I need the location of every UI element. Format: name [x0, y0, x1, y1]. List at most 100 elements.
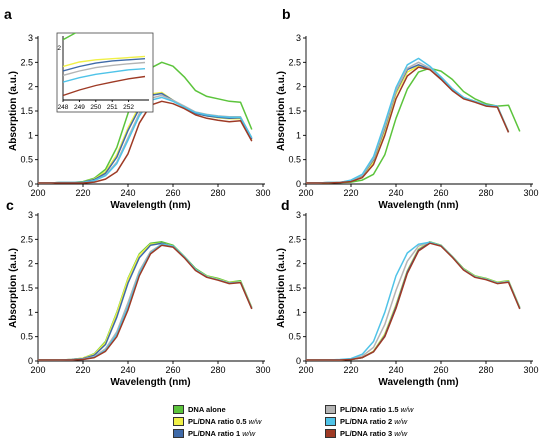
x-tick-label: 240 — [388, 365, 403, 375]
y-tick-label: 1 — [296, 307, 301, 317]
x-tick-label: 280 — [478, 365, 493, 375]
x-tick-label: 240 — [120, 188, 135, 198]
y-tick-label: 1.5 — [288, 106, 301, 116]
inset-series-line — [63, 58, 146, 72]
y-tick-label: 1 — [296, 130, 301, 140]
x-tick-label: 300 — [255, 188, 270, 198]
inset-x-tick-label: 251 — [107, 104, 118, 111]
panel-label: d — [281, 197, 290, 213]
x-tick-label: 220 — [75, 188, 90, 198]
legend-suffix: w/w — [394, 428, 408, 438]
x-tick-label: 260 — [165, 365, 180, 375]
x-tick-label: 300 — [523, 365, 538, 375]
x-tick-label: 280 — [478, 188, 493, 198]
inset-series-line — [63, 55, 146, 68]
legend-item-ratio-1: PL/DNA ratio 1 w/w — [173, 427, 255, 439]
x-tick-label: 220 — [343, 188, 358, 198]
legend-label: PL/DNA ratio 1 — [188, 428, 241, 438]
legend-label: PL/DNA ratio 2 — [340, 416, 393, 426]
y-tick-label: 0.5 — [288, 155, 301, 165]
panel-b: b 0 0.5 1 1.5 2 2.5 3 200 220 240 260 280 300 Waveleng… — [276, 6, 539, 211]
x-tick-label: 300 — [523, 188, 538, 198]
y-tick-label: 0.5 — [288, 332, 301, 342]
series-line — [38, 244, 253, 361]
inset-x-tick-label: 248 — [58, 104, 69, 111]
y-tick-label: 2.5 — [20, 234, 33, 244]
y-tick-label: 3 — [296, 210, 301, 220]
legend-label: PL/DNA ratio 1.5 — [340, 404, 399, 414]
panel-a: a 0 0.5 1 1.5 2 2.5 3 200 220 240 260 280 300 Waveleng… — [4, 6, 271, 211]
y-tick-label: 1 — [28, 130, 33, 140]
x-axis-label: Wavelength (nm) — [378, 377, 458, 388]
y-tick-label: 0 — [28, 179, 33, 189]
y-tick-label: 0 — [296, 356, 301, 366]
y-tick-label: 0.5 — [20, 155, 33, 165]
legend-swatch — [173, 404, 184, 414]
x-axis-label: Wavelength (nm) — [110, 377, 190, 388]
x-tick-label: 200 — [30, 188, 45, 198]
series-line — [306, 66, 510, 184]
inset-series-line — [63, 75, 146, 97]
x-tick-label: 260 — [433, 365, 448, 375]
x-tick-label: 260 — [433, 188, 448, 198]
inset-x-tick-label: 252 — [123, 104, 134, 111]
y-tick-label: 2 — [28, 259, 33, 269]
y-tick-label: 2 — [28, 82, 33, 92]
y-tick-label: 2.5 — [288, 57, 301, 67]
legend-swatch — [325, 404, 336, 414]
series-line — [306, 67, 521, 184]
legend-suffix: w/w — [400, 404, 414, 414]
x-tick-label: 200 — [298, 188, 313, 198]
inset-series-line — [63, 61, 146, 77]
legend-label: PL/DNA ratio 0.5 — [188, 416, 247, 426]
x-tick-label: 240 — [388, 188, 403, 198]
legend-suffix: w/w — [242, 428, 256, 438]
x-tick-label: 260 — [165, 188, 180, 198]
x-axis-label: Wavelength (nm) — [378, 200, 458, 211]
x-tick-label: 280 — [210, 365, 225, 375]
legend-item-ratio-2: PL/DNA ratio 2 w/w — [325, 415, 407, 427]
series-line — [306, 65, 510, 184]
y-tick-label: 0 — [296, 179, 301, 189]
y-tick-label: 2 — [296, 259, 301, 269]
y-axis-label: Absorption (a.u.) — [276, 248, 287, 328]
x-tick-label: 300 — [255, 365, 270, 375]
inset-x-tick-label: 249 — [74, 104, 85, 111]
y-axis-label: Absorption (a.u.) — [276, 71, 287, 151]
y-tick-label: 3 — [28, 33, 33, 43]
y-tick-label: 1.5 — [288, 283, 301, 293]
y-tick-label: 1.5 — [20, 106, 33, 116]
panel-label: b — [282, 6, 291, 22]
legend-swatch — [325, 428, 336, 438]
legend-swatch — [173, 416, 184, 426]
series-line — [306, 61, 510, 184]
y-tick-label: 2.5 — [20, 57, 33, 67]
x-tick-label: 220 — [343, 365, 358, 375]
x-tick-label: 200 — [30, 365, 45, 375]
legend-item-ratio-0-5: PL/DNA ratio 0.5 w/w — [173, 415, 261, 427]
y-tick-label: 0 — [28, 356, 33, 366]
inset-y-tick-label: 2 — [57, 45, 61, 52]
y-tick-label: 3 — [28, 210, 33, 220]
y-tick-label: 1.5 — [20, 283, 33, 293]
x-tick-label: 200 — [298, 365, 313, 375]
x-tick-label: 280 — [210, 188, 225, 198]
panel-label: c — [6, 197, 14, 213]
series-line — [306, 64, 510, 184]
legend-item-dna-alone: DNA alone — [173, 403, 228, 415]
legend-swatch — [325, 416, 336, 426]
y-tick-label: 2 — [296, 82, 301, 92]
x-axis-label: Wavelength (nm) — [110, 200, 190, 211]
panel-label: a — [4, 6, 12, 22]
legend-item-ratio-3: PL/DNA ratio 3 w/w — [325, 427, 407, 439]
x-tick-label: 220 — [75, 365, 90, 375]
legend-label: DNA alone — [188, 404, 226, 414]
series-line — [306, 241, 521, 361]
y-axis-label: Absorption (a.u.) — [8, 71, 19, 151]
y-tick-label: 0.5 — [20, 332, 33, 342]
y-axis-label: Absorption (a.u.) — [8, 248, 19, 328]
legend-item-ratio-1-5: PL/DNA ratio 1.5 w/w — [325, 403, 413, 415]
y-tick-label: 2.5 — [288, 234, 301, 244]
series-line — [38, 241, 253, 361]
legend-suffix: w/w — [394, 416, 408, 426]
